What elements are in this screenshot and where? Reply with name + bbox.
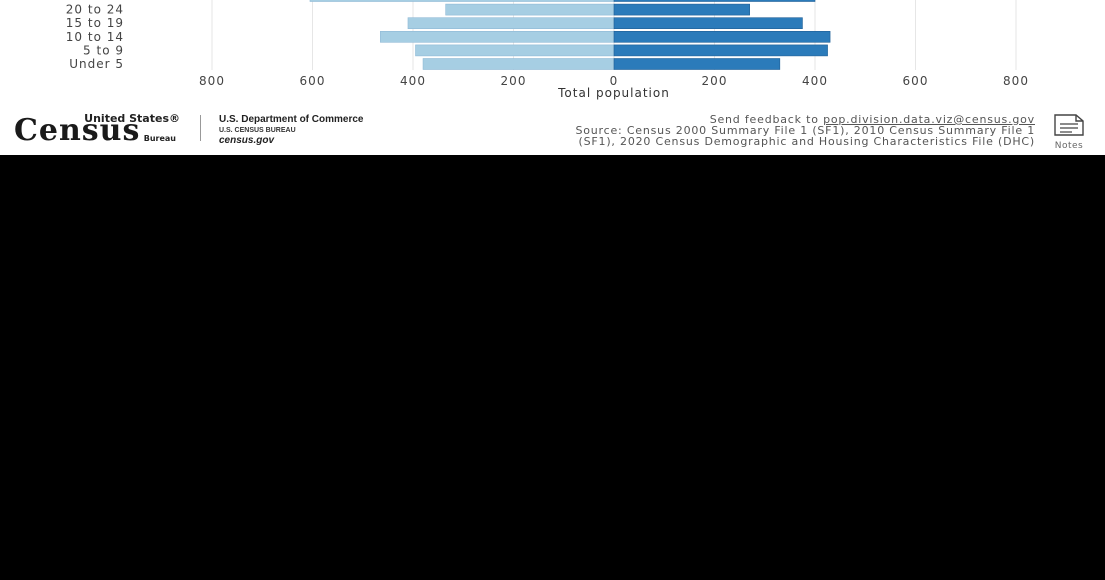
logo-wordmark: Census	[14, 113, 141, 148]
source-line-1: Source: Census 2000 Summary File 1 (SF1)…	[575, 124, 1035, 137]
source-line-2: (SF1), 2020 Census Demographic and Housi…	[578, 135, 1035, 148]
x-tick-label: 600	[903, 74, 929, 88]
x-tick-label: 0	[610, 74, 619, 88]
notes-label: Notes	[1054, 141, 1084, 151]
bar-left-1[interactable]	[415, 44, 615, 57]
department-block: U.S. Department of Commerce U.S. CENSUS …	[219, 114, 363, 146]
bar-left-5[interactable]	[309, 0, 615, 2]
feedback-email-link[interactable]: pop.division.data.viz@census.gov	[823, 113, 1035, 126]
logo-sub-text: Bureau	[143, 134, 176, 143]
category-label: 20 to 24	[66, 3, 124, 17]
logo-top-text: United States®	[84, 112, 180, 125]
x-tick-label: 400	[802, 74, 828, 88]
category-label: 25 to 29	[66, 0, 124, 3]
category-label: 5 to 9	[83, 43, 124, 57]
census-logo[interactable]: United States® Census Bureau	[14, 112, 184, 148]
document-icon	[1054, 114, 1084, 136]
bar-right-3[interactable]	[613, 17, 803, 30]
x-axis-label: Total population	[557, 86, 670, 100]
x-tick-label: 200	[501, 74, 527, 88]
category-label: Under 5	[69, 57, 124, 71]
bureau-name: U.S. CENSUS BUREAU	[219, 127, 296, 134]
bar-right-0[interactable]	[613, 58, 781, 70]
department-name: U.S. Department of Commerce	[219, 114, 364, 125]
bar-right-2[interactable]	[613, 30, 831, 43]
bar-left-4[interactable]	[445, 3, 615, 16]
bar-left-3[interactable]	[407, 17, 615, 30]
x-tick-label: 800	[199, 74, 225, 88]
x-tick-label: 200	[702, 74, 728, 88]
category-label: 10 to 14	[66, 30, 124, 44]
x-tick-label: 800	[1003, 74, 1029, 88]
footer-divider	[200, 115, 201, 141]
bar-left-0[interactable]	[422, 58, 615, 70]
notes-button[interactable]: Notes	[1047, 113, 1091, 151]
x-tick-label: 600	[300, 74, 326, 88]
feedback-prefix: Send feedback to	[709, 113, 819, 126]
category-label: 15 to 19	[66, 16, 124, 30]
x-tick-label: 400	[400, 74, 426, 88]
bar-right-1[interactable]	[613, 44, 828, 57]
feedback-line: Send feedback to pop.division.data.viz@c…	[575, 114, 1035, 125]
bar-right-4[interactable]	[613, 3, 750, 16]
bar-right-5[interactable]	[613, 0, 816, 2]
source-block: Send feedback to pop.division.data.viz@c…	[575, 114, 1035, 147]
bar-left-2[interactable]	[380, 30, 615, 43]
census-website[interactable]: census.gov	[219, 135, 275, 146]
